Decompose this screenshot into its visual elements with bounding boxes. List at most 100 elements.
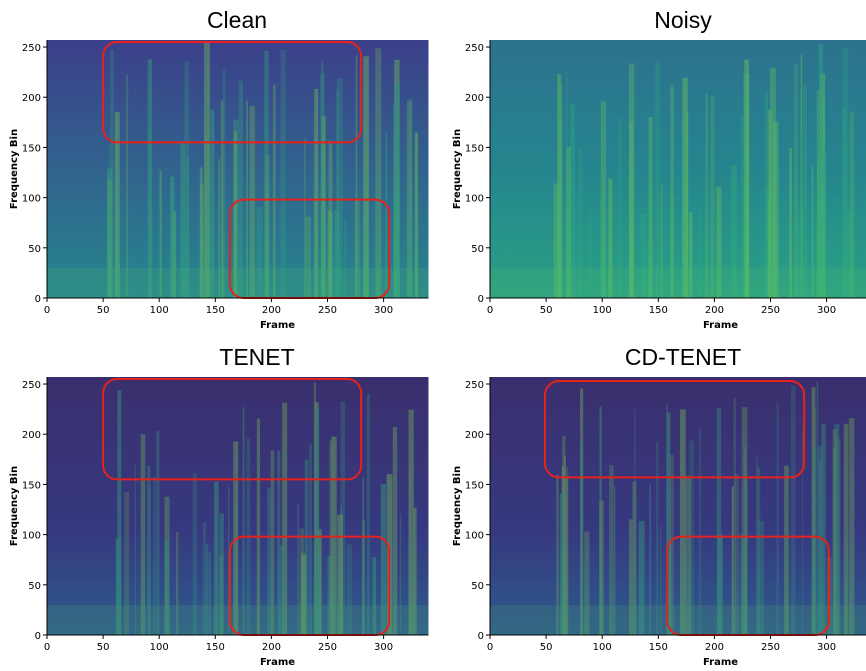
spectral-streak	[669, 539, 672, 635]
x-tick-label: 0	[487, 305, 493, 316]
x-tick-label: 100	[593, 305, 612, 316]
spectral-streak	[685, 475, 691, 635]
spectral-streak	[199, 167, 203, 298]
spectral-streak	[689, 440, 694, 635]
spectral-streak	[669, 454, 675, 635]
x-axis-label: Frame	[260, 320, 295, 331]
spectral-streak	[115, 537, 122, 635]
y-tick-label: 200	[22, 430, 41, 441]
y-tick-label: 150	[22, 143, 41, 154]
spectral-streak	[220, 100, 224, 298]
spectral-streak	[794, 64, 798, 298]
spectral-streak	[317, 556, 320, 635]
spectral-streak	[666, 403, 668, 635]
spectral-streak	[553, 183, 560, 298]
spectral-streak	[836, 196, 838, 298]
spectral-streak	[393, 104, 396, 298]
highlight-region	[102, 41, 363, 144]
highlight-region	[102, 378, 363, 481]
spectral-streak	[413, 507, 417, 635]
spectral-streak	[816, 89, 823, 298]
spectral-streak	[363, 56, 369, 299]
spectral-streak	[819, 460, 821, 635]
spectral-streak	[566, 69, 568, 298]
spectral-streak	[147, 465, 151, 635]
spectral-streak	[366, 393, 370, 635]
spectral-streak	[399, 513, 402, 635]
spectral-streak	[682, 77, 688, 298]
spectral-streak	[566, 147, 571, 298]
spectral-streak	[746, 481, 748, 635]
spectral-streak	[327, 210, 332, 298]
spectral-streak	[670, 84, 674, 298]
spectral-streak	[256, 418, 261, 635]
spectral-streak	[313, 382, 316, 635]
spectral-streak	[822, 96, 825, 298]
spectral-streak	[304, 459, 309, 635]
spectral-streak	[816, 381, 819, 635]
y-tick-label: 50	[28, 581, 41, 592]
spectral-streak	[580, 441, 583, 635]
spectral-streak	[666, 412, 671, 635]
spectral-streak	[117, 390, 122, 635]
spectrogram	[47, 377, 429, 635]
y-tick-label: 0	[35, 294, 41, 305]
spectral-streak	[414, 132, 419, 298]
spectral-streak	[114, 112, 120, 298]
x-tick-label: 250	[761, 305, 780, 316]
spectral-streak	[599, 406, 602, 635]
spectral-streak	[843, 423, 849, 635]
x-tick-label: 200	[705, 305, 724, 316]
spectral-streak	[395, 198, 399, 298]
spectral-streak	[833, 448, 836, 635]
spectral-streak	[409, 464, 412, 635]
spectral-streak	[118, 206, 121, 298]
spectral-streak	[169, 176, 175, 298]
spectral-streak	[589, 211, 591, 298]
y-tick-label: 50	[471, 581, 484, 592]
spectral-streak	[164, 539, 169, 635]
spectral-streak	[679, 409, 686, 635]
spectral-streak	[629, 519, 633, 635]
spectral-streak	[614, 486, 616, 635]
x-tick-label: 300	[817, 305, 836, 316]
spectral-streak	[717, 534, 724, 635]
y-axis-label: Frequency Bin	[452, 129, 463, 209]
spectral-streak	[228, 485, 230, 635]
spectral-streak	[648, 117, 653, 298]
spectral-streak	[756, 467, 761, 635]
spectral-streak	[249, 105, 255, 298]
spectral-streak	[618, 118, 623, 298]
spectral-streak	[354, 200, 360, 298]
spectral-streak	[297, 504, 299, 635]
spectral-streak	[822, 150, 827, 298]
spectral-streak	[233, 206, 236, 298]
x-tick-label: 300	[374, 305, 393, 316]
spectral-streak	[811, 165, 815, 298]
y-tick-label: 100	[22, 194, 41, 205]
spectral-streak	[372, 557, 377, 635]
spectral-streak	[735, 473, 739, 635]
low-band	[47, 605, 429, 635]
y-tick-label: 0	[478, 631, 484, 642]
spectral-streak	[279, 545, 284, 635]
x-tick-label: 100	[150, 305, 169, 316]
x-tick-label: 250	[318, 642, 337, 653]
spectral-streak	[740, 533, 746, 635]
x-tick-label: 100	[593, 642, 612, 653]
spectral-streak	[599, 500, 604, 635]
spectral-streak	[303, 138, 306, 298]
spectral-streak	[578, 147, 583, 298]
spectral-streak	[314, 407, 320, 635]
low-band	[490, 605, 866, 635]
spectral-streak	[219, 554, 224, 635]
spectral-streak	[108, 145, 110, 298]
y-tick-label: 50	[28, 244, 41, 255]
spectral-streak	[394, 198, 400, 298]
y-tick-label: 150	[465, 143, 484, 154]
spectral-streak	[340, 505, 342, 635]
spectral-streak	[301, 551, 306, 635]
spectral-streak	[336, 78, 343, 299]
spectral-streak	[842, 108, 847, 298]
